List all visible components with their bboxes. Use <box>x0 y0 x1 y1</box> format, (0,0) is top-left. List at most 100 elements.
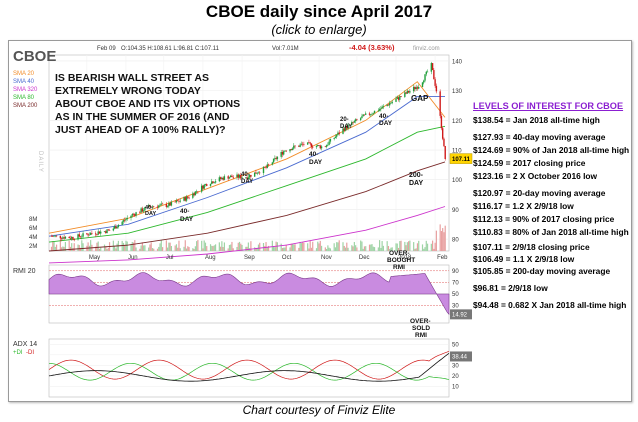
candle-body <box>407 90 410 93</box>
volume-bar <box>439 224 441 251</box>
day40-annotation-c2: DAY <box>241 179 253 185</box>
candle-body <box>361 116 363 119</box>
volume-bar <box>355 245 357 251</box>
candle-body <box>161 203 164 205</box>
candle-body <box>62 237 64 239</box>
candle-body <box>283 151 285 155</box>
volume-bar <box>156 248 159 251</box>
candle-body <box>343 128 345 131</box>
candle-body <box>77 234 79 240</box>
volume-bar <box>285 244 287 251</box>
volume-bar <box>377 247 379 251</box>
candle-body <box>169 202 171 206</box>
candle-body <box>248 174 251 178</box>
candle-body <box>221 177 223 179</box>
headline-line-3: ABOUT CBOE AND ITS VIX OPTIONS <box>55 98 240 110</box>
candle-body <box>237 174 239 178</box>
volume-bar <box>433 248 435 251</box>
sma320-line <box>48 206 446 264</box>
volume-bar <box>209 244 212 251</box>
candle-body <box>414 86 416 90</box>
volume-bar <box>196 241 198 251</box>
gap-annotation: GAP <box>411 94 429 103</box>
volume-bar <box>360 240 362 251</box>
volume-bar <box>81 240 83 251</box>
rmi-label: RMI 20 <box>13 268 36 275</box>
x-tick-label: Nov <box>321 255 332 261</box>
candle-body <box>443 138 445 146</box>
volume-bar <box>338 240 340 251</box>
volume-bar <box>397 247 400 251</box>
candle-body <box>184 197 186 201</box>
level-item: $96.81 = 2/9/18 low <box>473 283 548 293</box>
volume-bar <box>328 247 330 251</box>
candle-body <box>247 177 250 180</box>
sma20-line <box>48 81 446 234</box>
volume-bar <box>408 241 410 251</box>
day40-annotation-d1: 40- <box>180 208 189 215</box>
volume-bar <box>53 241 55 251</box>
volume-bar <box>391 247 393 251</box>
candle-body <box>141 208 144 212</box>
volume-bar <box>63 246 65 251</box>
volume-bar <box>141 242 143 251</box>
candle-body <box>265 167 267 169</box>
candle-body <box>96 234 98 235</box>
day200-annotation-1: 200- <box>409 172 424 179</box>
candle-body <box>281 152 284 155</box>
price-tick-label: 80 <box>452 238 459 244</box>
candle-body <box>325 145 328 147</box>
price-tick-label: 140 <box>452 59 463 65</box>
volume-bar <box>312 241 314 251</box>
candle-body <box>108 230 111 231</box>
chart-frame[interactable]: 80 90 100 110 120 130 140 107.11 2M 4M 6M 8M May Jun… <box>8 40 632 402</box>
candle-body <box>144 207 146 211</box>
volume-bar <box>179 248 181 251</box>
candle-body <box>272 158 275 163</box>
candle-body <box>352 122 354 123</box>
candle-body <box>399 96 401 100</box>
volume-bar <box>353 241 355 251</box>
candle-body <box>158 205 160 208</box>
candle-body <box>301 143 304 145</box>
volume-bar <box>213 245 215 251</box>
candle-body <box>280 152 282 157</box>
candle-body <box>147 205 150 208</box>
volume-bar <box>185 248 188 251</box>
level-item: $112.13 = 90% of 2017 closing price <box>473 214 615 224</box>
candle-body <box>149 205 151 207</box>
candle-body <box>126 217 128 220</box>
volume-bar <box>159 243 161 251</box>
candle-body <box>134 214 136 216</box>
levels-panel: LEVELS OF INTEREST FOR CBOE $138.54 = Ja… <box>473 101 637 310</box>
volume-bar <box>336 242 338 251</box>
volume-bar <box>221 241 223 251</box>
volume-bar <box>371 244 373 251</box>
volume-bar <box>440 231 443 251</box>
candle-body <box>333 137 335 139</box>
enlarge-hint[interactable]: (click to enlarge) <box>271 22 367 37</box>
volume-bar <box>132 242 135 251</box>
level-item: $120.97 = 20-day moving average <box>473 188 606 198</box>
x-tick-label: Dec <box>359 255 370 261</box>
candle-body <box>165 204 168 207</box>
candle-body <box>250 174 252 177</box>
sma200-line <box>48 161 446 252</box>
headline-line-5: JUST AHEAD OF A 100% RALLY)? <box>55 124 226 136</box>
candle-body <box>64 236 67 239</box>
volume-bar <box>346 242 348 251</box>
x-tick-label: Aug <box>205 255 216 261</box>
candle-body <box>241 177 243 179</box>
candle-body <box>192 193 194 198</box>
volume-bar <box>201 240 203 251</box>
volume-bar <box>193 248 195 251</box>
candle-body <box>89 233 92 235</box>
volume-bar <box>169 242 171 251</box>
volume-bar <box>204 242 207 251</box>
volume-bar <box>177 247 179 251</box>
candle-body <box>195 191 198 192</box>
volume-bar <box>227 248 229 251</box>
candle-body <box>97 231 99 235</box>
price-tick-label: 100 <box>452 178 463 184</box>
candle-body <box>69 238 72 239</box>
